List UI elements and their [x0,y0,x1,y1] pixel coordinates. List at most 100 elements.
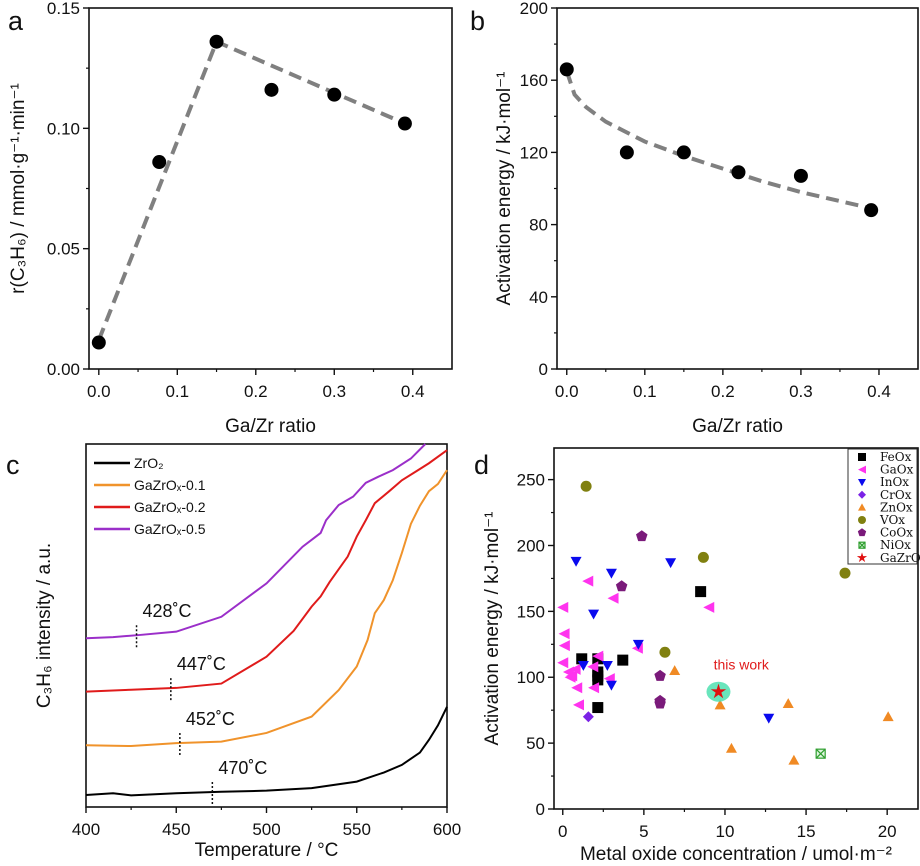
data-point [864,203,879,218]
data-point [582,575,594,587]
data-point [857,528,867,537]
panel-label-b: b [470,6,485,36]
x-tick-label: 0.4 [401,382,425,401]
data-point [815,748,826,759]
legend-label: GaZrOₓ-0.2 [134,499,206,515]
data-point [557,657,569,669]
series-line [85,443,427,640]
y-tick-label: 0.15 [47,0,80,18]
data-point [703,601,715,613]
onset-label: 428˚C [143,601,192,621]
y-tick-label: 0.05 [47,240,80,259]
data-point [763,713,775,724]
data-point [572,699,584,711]
data-point [697,551,709,563]
data-point [615,580,628,592]
legend-label: ZrO₂ [134,455,164,471]
y-tick-label: 200 [517,536,545,555]
data-point [858,516,866,524]
plot-frame [88,7,453,370]
y-axis-label: Activation energy / kJ·mol⁻¹ [494,72,515,306]
y-axis-label: r(C₃H₆) / mmol·g⁻¹·min⁻¹ [8,83,29,294]
y-axis-label: C₃H₆ intensity / a.u. [34,543,55,708]
data-point [654,697,666,709]
data-point [731,165,746,180]
data-point [91,335,106,350]
data-point [577,660,589,671]
x-tick-label: 0.2 [711,382,735,401]
legend-label: CrOx [880,488,912,502]
data-point [570,556,582,567]
y-tick-label: 120 [520,143,548,162]
x-tick-label: 0.0 [555,382,579,401]
data-point [605,568,617,579]
x-tick-label: 5 [639,822,648,841]
legend-label: InOx [880,475,909,489]
data-point [695,586,707,598]
data-point [607,592,619,604]
x-axis-label: Ga/Zr ratio [692,416,783,437]
x-axis-label: Temperature / °C [195,840,339,861]
data-point [397,116,412,131]
x-tick-label: 500 [252,820,280,839]
data-point [601,660,613,671]
data-point [209,34,224,49]
x-tick-label: 0.0 [87,382,111,401]
data-point [558,640,570,652]
data-point [576,653,588,665]
data-point [782,698,794,708]
data-point [856,552,868,563]
data-point [636,530,648,542]
data-point [327,87,342,102]
x-axis-label: Ga/Zr ratio [225,416,316,437]
panel-b: 0.0 0.1 0.2 0.3 0.4 0 40 80 120 160 200 Ga/Zr ratio… [494,0,919,437]
x-tick-label: 0.1 [633,382,657,401]
data-point [858,541,866,549]
plot-frame [553,447,919,810]
data-point [571,682,583,694]
data-point [882,711,894,722]
annotation-this-work: this work [714,656,770,672]
data-point [632,639,644,650]
y-tick-label: 200 [520,0,548,18]
legend-label: GaZrOₓ-0.1 [134,477,206,493]
y-tick-label: 0.10 [47,119,80,138]
data-point [559,62,574,77]
panel-label-a: a [8,6,24,36]
y-tick-label: 80 [529,216,548,235]
legend-label: GaOx [880,463,914,477]
data-point [858,465,866,474]
legend-box [847,448,918,565]
data-point [788,754,800,765]
legend-label: VOx [879,513,905,527]
x-tick-label: 600 [433,820,461,839]
crossed-square-cross [815,748,826,759]
x-tick-label: 0 [558,822,567,841]
data-point [858,490,866,499]
data-point [710,683,727,699]
data-point [665,558,677,569]
data-point [580,480,592,492]
crossed-square-cross [858,541,866,549]
legend-label: ZnOx [880,500,913,514]
data-point [654,669,666,681]
data-point [858,479,866,487]
data-point [839,567,851,579]
data-point [858,453,866,461]
y-tick-label: 50 [526,734,545,753]
data-point [617,654,629,666]
data-point [558,628,570,640]
data-point [676,145,691,160]
x-tick-label: 400 [72,820,100,839]
onset-label: 447˚C [177,654,226,674]
x-tick-label: 0.1 [165,382,189,401]
data-point [582,711,594,723]
data-point [659,646,671,658]
data-point [592,650,604,662]
data-point [793,168,808,183]
x-tick-label: 0.3 [789,382,813,401]
plot-frame [556,7,919,370]
y-tick-label: 150 [517,602,545,621]
